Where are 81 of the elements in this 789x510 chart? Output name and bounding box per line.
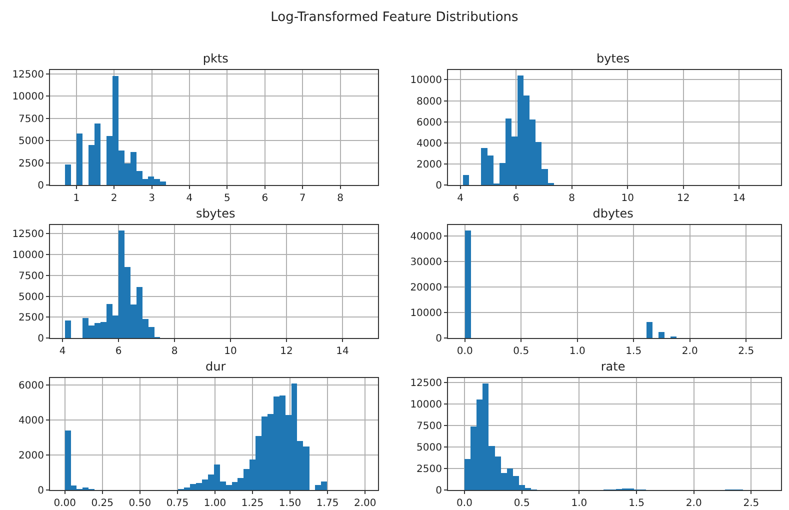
x-tick-label: 4 (186, 193, 193, 204)
x-tick-label: 0.5 (514, 498, 530, 509)
y-tick-label: 12500 (12, 70, 44, 80)
y-tick-label: 0 (38, 180, 44, 192)
x-tick-label: 6 (512, 193, 520, 204)
y-tick-label: 2500 (416, 464, 442, 475)
x-tick-label: 4 (457, 193, 464, 204)
x-tick-label: 6 (262, 193, 268, 204)
x-tick-label: 7 (299, 193, 306, 204)
x-tick-label: 1.5 (628, 498, 644, 509)
chart-title: rate (600, 359, 626, 374)
y-tick-label: 0 (436, 334, 442, 344)
y-tick-label: 7500 (18, 114, 44, 125)
x-tick-label: 1.00 (204, 498, 226, 509)
y-tick-label: 6000 (18, 380, 44, 392)
x-tick-label: 2.00 (354, 498, 376, 509)
y-tick-label: 30000 (410, 256, 442, 268)
x-tick-label: 0.0 (456, 498, 472, 509)
chart-title: dbytes (592, 206, 634, 220)
y-tick-label: 10000 (12, 250, 44, 262)
x-tick-label: 2 (110, 193, 118, 204)
y-tick-label: 12500 (410, 378, 442, 389)
chart-title: dur (206, 359, 226, 374)
x-tick-label: 6 (115, 346, 122, 357)
y-tick-label: 0 (436, 180, 442, 192)
x-tick-label: 2.0 (682, 346, 698, 357)
x-tick-label: 1.0 (571, 498, 588, 509)
text: Log-Transformed Feature Distributions (270, 10, 520, 25)
x-tick-label: 1.75 (316, 498, 339, 509)
x-tick-label: 1.50 (278, 498, 302, 509)
x-tick-label: 8 (337, 193, 344, 204)
x-tick-label: 14 (732, 193, 746, 204)
y-tick-label: 5000 (416, 442, 442, 454)
y-tick-label: 5000 (18, 136, 44, 148)
y-tick-label: 2000 (18, 450, 44, 462)
y-tick-label: 20000 (410, 282, 442, 294)
x-tick-label: 0.50 (128, 498, 152, 509)
y-tick-label: 6000 (416, 117, 442, 128)
chart-title: sbytes (196, 206, 236, 220)
y-tick-label: 5000 (18, 292, 44, 303)
x-tick-label: 12 (677, 193, 690, 204)
chart-title: pkts (202, 51, 228, 66)
y-tick-label: 2500 (18, 158, 44, 170)
x-tick-label: 14 (336, 346, 349, 357)
x-tick-label: 0.0 (456, 346, 473, 357)
y-tick-label: 7500 (416, 420, 442, 432)
x-tick-label: 2.5 (743, 498, 760, 509)
y-tick-label: 4000 (18, 416, 44, 427)
x-tick-label: 2.0 (686, 498, 702, 509)
y-tick-label: 0 (38, 486, 44, 496)
x-tick-label: 8 (171, 346, 178, 357)
x-tick-label: 3 (148, 193, 155, 204)
y-tick-label: 8000 (416, 96, 442, 108)
y-tick-label: 0 (38, 334, 44, 344)
y-tick-label: 12500 (12, 229, 44, 240)
y-tick-label: 10000 (12, 92, 44, 103)
y-tick-label: 10000 (410, 399, 442, 410)
y-tick-label: 2000 (416, 159, 442, 170)
y-tick-label: 40000 (410, 231, 442, 242)
x-tick-label: 5 (224, 193, 230, 204)
x-tick-label: 0.75 (166, 498, 189, 509)
x-tick-label: 0.00 (54, 498, 76, 509)
y-tick-label: 10000 (410, 308, 442, 319)
x-tick-label: 0.5 (513, 346, 530, 357)
x-tick-label: 12 (280, 346, 293, 357)
x-tick-label: 1.5 (626, 346, 642, 357)
y-tick-label: 0 (436, 486, 442, 496)
x-tick-label: 10 (224, 346, 237, 357)
chart-title: bytes (596, 51, 630, 66)
x-tick-label: 1.25 (241, 498, 264, 509)
y-tick-label: 2500 (18, 312, 44, 324)
x-tick-label: 10 (621, 193, 634, 204)
y-tick-label: 4000 (416, 138, 442, 150)
x-tick-label: 1.0 (569, 346, 586, 357)
x-tick-label: 0.25 (91, 498, 114, 509)
y-tick-label: 7500 (18, 270, 44, 282)
y-tick-label: 10000 (410, 75, 442, 86)
x-tick-label: 1 (73, 193, 80, 204)
x-tick-label: 8 (568, 193, 576, 204)
x-tick-label: 4 (59, 346, 66, 357)
x-tick-label: 2.5 (738, 346, 754, 357)
